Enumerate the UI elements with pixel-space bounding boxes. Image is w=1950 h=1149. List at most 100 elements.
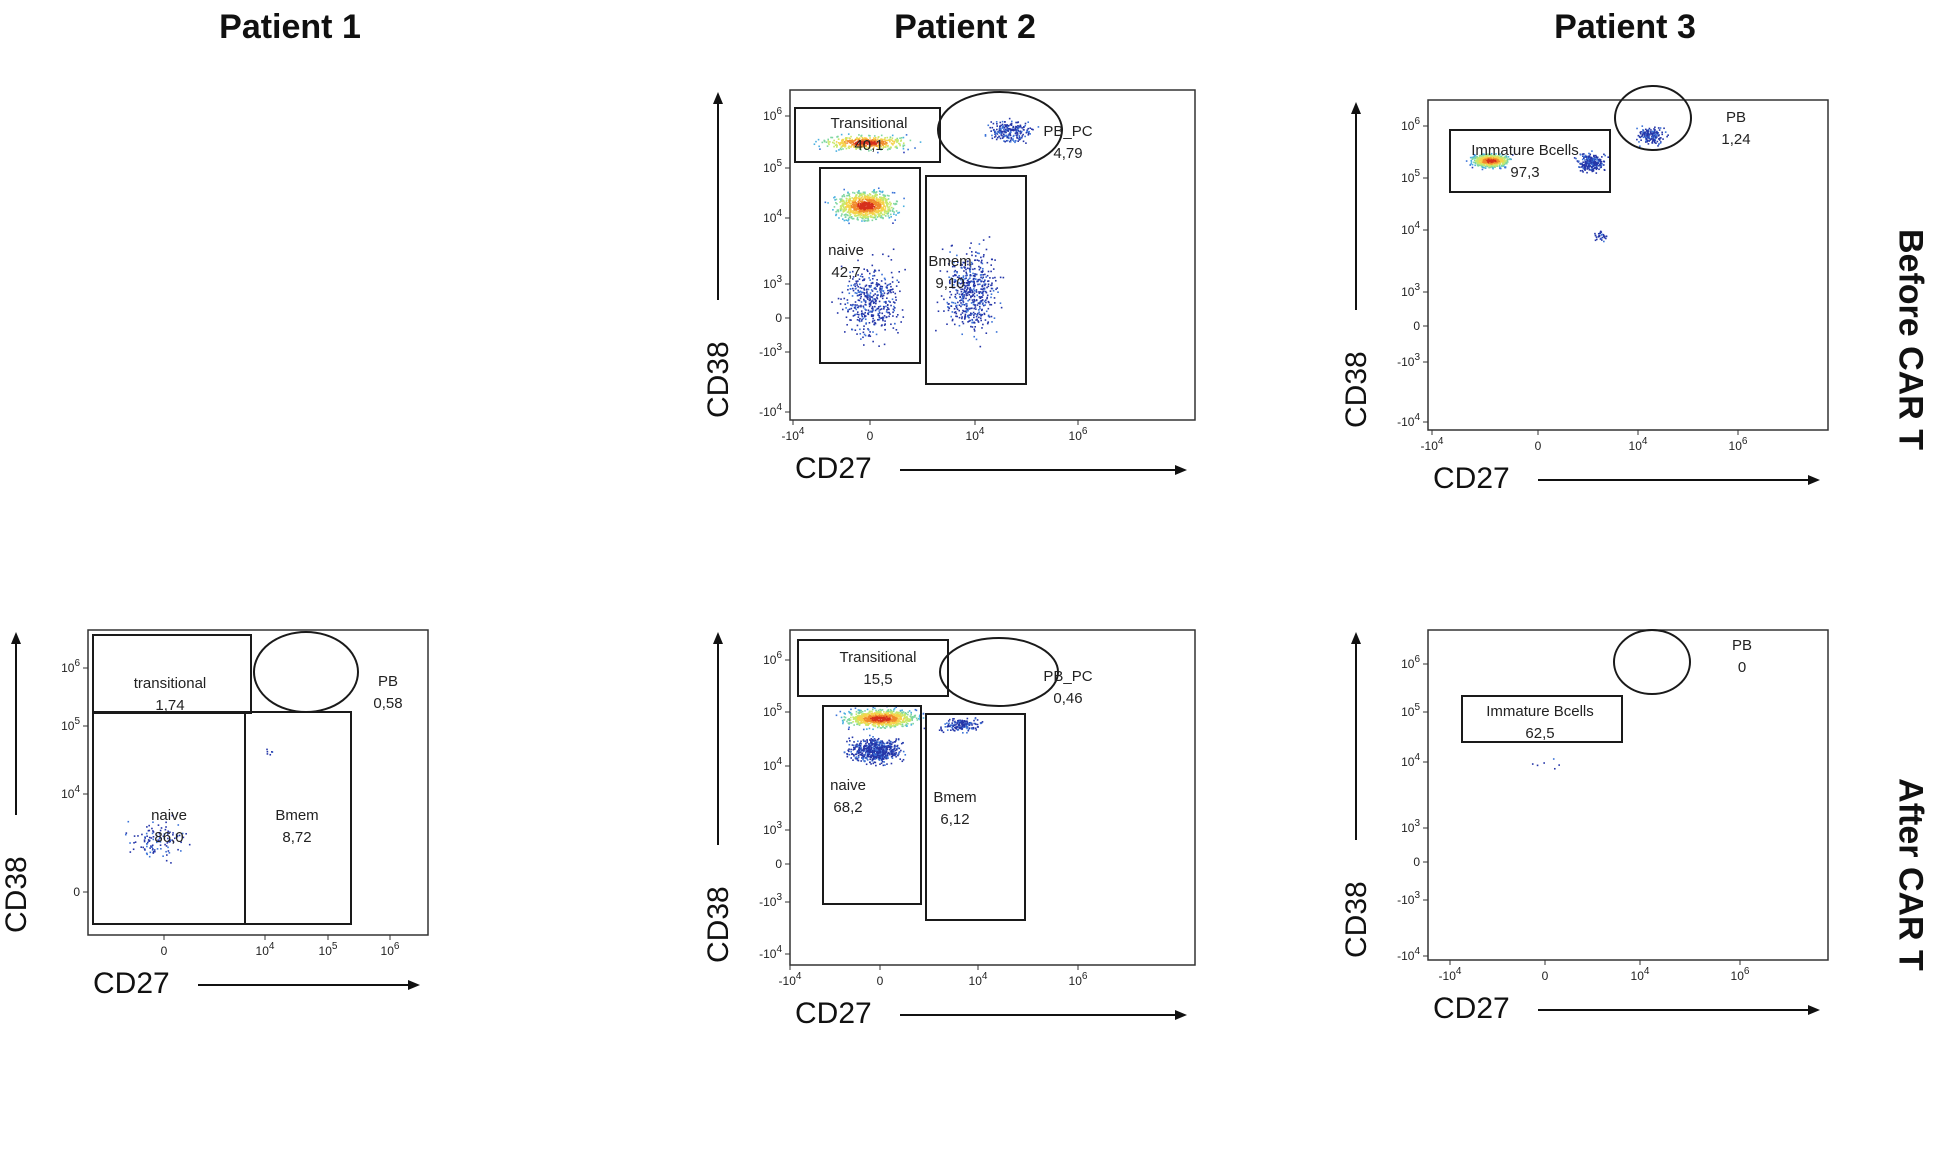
data-point (880, 141, 883, 143)
data-point (881, 760, 884, 763)
data-point (879, 216, 882, 219)
data-point (997, 291, 999, 293)
data-point (852, 287, 854, 290)
data-point (973, 292, 976, 295)
data-point (864, 195, 867, 198)
data-point (843, 188, 845, 191)
data-point (1485, 156, 1488, 159)
data-point (1504, 162, 1506, 165)
data-point (887, 292, 890, 294)
data-point (157, 840, 160, 843)
data-point (907, 148, 909, 151)
data-point (1595, 167, 1598, 169)
data-point (153, 849, 156, 851)
data-point (893, 211, 895, 213)
data-point (960, 302, 962, 304)
data-point (1653, 132, 1655, 134)
data-point (960, 313, 962, 316)
data-point (891, 712, 894, 714)
data-point (863, 141, 866, 143)
data-point (858, 746, 861, 749)
data-point (857, 756, 860, 758)
column-header-patient-1: Patient 1 (219, 8, 361, 46)
data-point (967, 278, 970, 281)
data-point (871, 199, 873, 201)
data-point (866, 288, 868, 291)
data-point (878, 345, 880, 347)
data-point (872, 307, 874, 310)
data-point (881, 715, 884, 717)
data-point (1599, 230, 1602, 233)
data-point (878, 190, 881, 192)
data-point (1027, 134, 1030, 136)
data-point (1473, 161, 1475, 164)
data-point (177, 824, 180, 826)
data-point (1014, 139, 1017, 142)
data-point (863, 714, 865, 717)
data-point (880, 721, 883, 724)
data-point (965, 310, 968, 312)
data-point (971, 319, 974, 322)
data-point (1012, 129, 1015, 132)
data-point (969, 289, 971, 291)
data-point (1491, 155, 1493, 157)
data-point (1586, 165, 1589, 168)
data-point (1000, 306, 1003, 309)
data-point (842, 138, 844, 141)
data-point (852, 140, 855, 142)
data-point (967, 279, 969, 282)
data-point (869, 209, 871, 211)
data-point (980, 313, 983, 316)
data-point (872, 201, 874, 204)
data-point (1015, 125, 1017, 128)
data-point (975, 299, 978, 302)
data-point (860, 338, 862, 340)
data-point (893, 715, 895, 718)
data-point (1019, 125, 1022, 128)
data-point (1486, 165, 1489, 168)
data-point (862, 331, 865, 334)
data-point (819, 148, 821, 150)
data-point (866, 137, 868, 140)
data-point (872, 719, 875, 722)
data-point (871, 142, 874, 144)
data-point (880, 216, 883, 219)
data-point (154, 850, 156, 853)
data-point (827, 138, 830, 141)
data-point (994, 276, 996, 279)
data-point (848, 750, 850, 753)
data-point (886, 710, 889, 712)
data-point (949, 251, 951, 253)
data-point (873, 139, 875, 141)
data-point (967, 299, 969, 302)
data-point (1480, 155, 1483, 157)
data-point (1503, 156, 1506, 159)
data-point (1590, 161, 1593, 164)
data-point (867, 309, 870, 312)
data-point (1009, 133, 1011, 135)
data-point (991, 126, 994, 129)
data-point (965, 311, 968, 314)
data-point (874, 216, 876, 219)
data-point (853, 717, 855, 719)
data-point (875, 747, 878, 750)
data-point (973, 299, 976, 302)
data-point (897, 212, 899, 214)
data-point (1499, 153, 1501, 155)
data-point (839, 147, 842, 150)
data-point (837, 142, 840, 144)
data-point (981, 291, 984, 294)
data-point (889, 716, 892, 718)
data-point (867, 219, 870, 222)
data-point (1653, 128, 1655, 130)
data-point (1599, 232, 1601, 235)
data-point (1593, 154, 1595, 157)
data-point (868, 208, 871, 210)
data-point (880, 291, 882, 293)
data-point (892, 724, 895, 727)
data-point (883, 301, 886, 303)
data-point (872, 725, 875, 727)
data-point (858, 744, 860, 747)
data-point (967, 281, 970, 283)
data-point (868, 197, 871, 200)
